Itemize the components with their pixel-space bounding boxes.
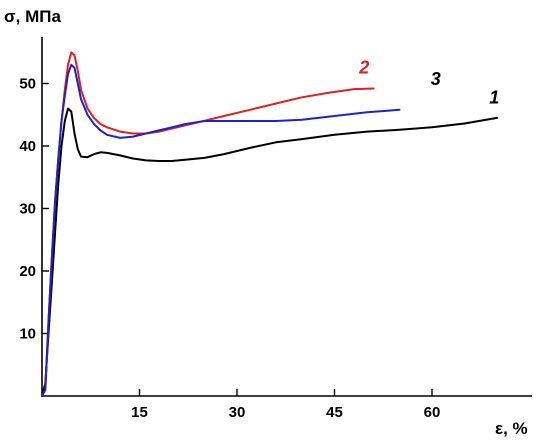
- curve-labels: 1 2 3: [358, 58, 499, 108]
- y-tick-label: 10: [19, 326, 36, 343]
- x-tick-label: 60: [424, 404, 441, 421]
- y-tick-label: 50: [19, 76, 36, 93]
- x-tick-label: 15: [131, 404, 148, 421]
- x-tick-label: 45: [326, 404, 343, 421]
- series-line-1: [41, 107, 498, 397]
- curve-label-3: 3: [431, 69, 441, 89]
- x-ticks: 15 30 45 60: [131, 389, 440, 421]
- y-tick-label: 40: [19, 138, 36, 155]
- y-axis-label: σ, МПа: [4, 7, 61, 26]
- axes: [41, 37, 532, 397]
- curve-label-1: 1: [489, 88, 499, 108]
- x-tick-label: 30: [229, 404, 246, 421]
- y-tick-label: 30: [19, 201, 36, 218]
- y-ticks: 10 20 30 40 50: [19, 76, 49, 343]
- series-lines: [41, 51, 498, 397]
- series-line-2: [41, 51, 375, 397]
- curve-label-2: 2: [358, 58, 369, 78]
- x-axis-label: ε, %: [495, 419, 528, 438]
- y-tick-label: 20: [19, 263, 36, 280]
- series-line-3: [41, 63, 401, 397]
